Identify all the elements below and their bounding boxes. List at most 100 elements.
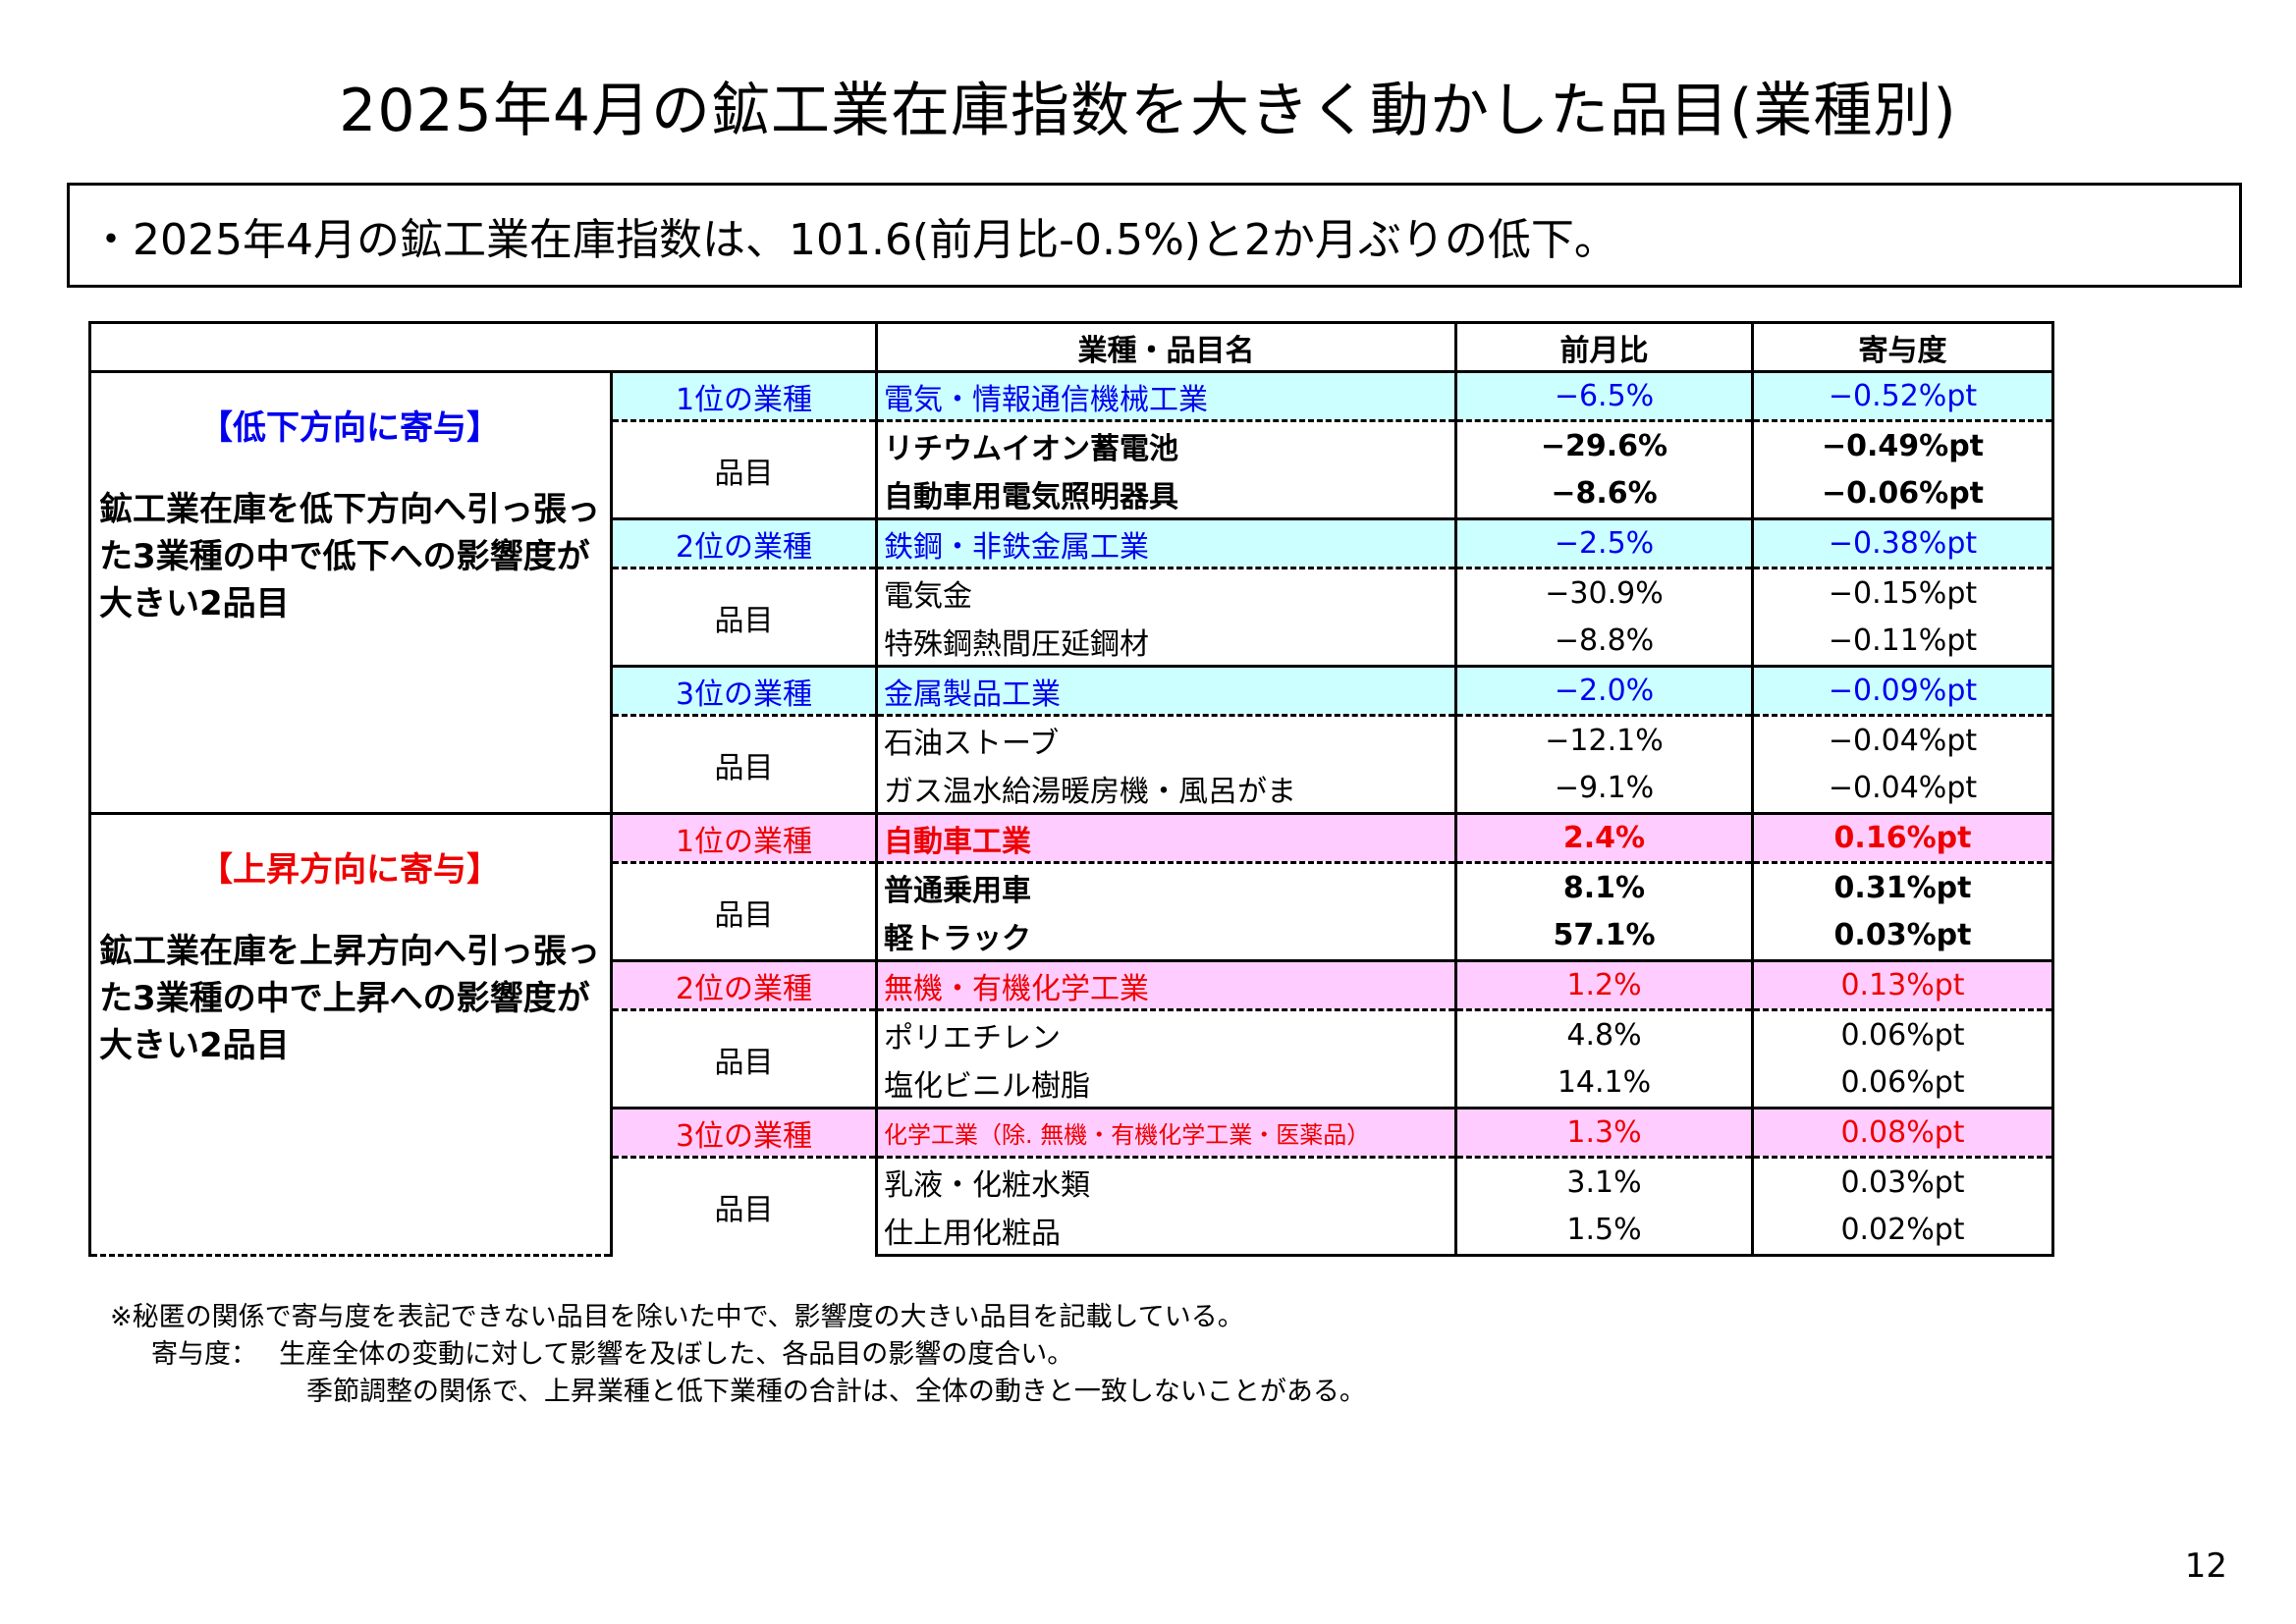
down-heading: 【低下方向に寄与】 bbox=[199, 408, 500, 448]
item-label: 品目 bbox=[610, 568, 878, 667]
down-industry-row-2: 2位の業種 鉄鋼・非鉄金属工業 −2.5% −0.38%pt bbox=[90, 517, 2054, 569]
item-row: 品目 リチウムイオン蓄電池 −29.6% −0.49%pt bbox=[90, 420, 2054, 519]
item-contribution: 0.06%pt bbox=[1751, 1009, 2054, 1059]
up-industry-row-1: 【上昇方向に寄与】 鉱工業在庫を上昇方向へ引っ張った3業種の中で上昇への影響度が… bbox=[88, 812, 2054, 1257]
down-industry-row-3: 3位の業種 金属製品工業 −2.0% −0.09%pt bbox=[90, 665, 2054, 717]
item-contribution: −0.49%pt bbox=[1751, 420, 2054, 470]
header-contribution: 寄与度 bbox=[1751, 321, 2054, 373]
item-contribution: −0.04%pt bbox=[1751, 715, 2054, 765]
industry-contribution: −0.09%pt bbox=[1751, 665, 2054, 717]
industry-name: 電気・情報通信機械工業 bbox=[875, 370, 1457, 422]
item-row: 品目 石油ストーブ −12.1% −0.04%pt bbox=[90, 715, 2054, 814]
item-name: 自動車用電気照明器具 bbox=[875, 469, 1457, 520]
summary-text: ・2025年4月の鉱工業在庫指数は、101.6(前月比-0.5%)と2か月ぶりの… bbox=[89, 214, 1617, 265]
item-mom: −30.9% bbox=[1454, 568, 1754, 618]
down-description: 鉱工業在庫を低下方向へ引っ張った3業種の中で低下への影響度が大きい2品目 bbox=[99, 490, 600, 623]
item-name: リチウムイオン蓄電池 bbox=[875, 420, 1457, 470]
item-row: ガス温水給湯暖房機・風呂がま −9.1% −0.04%pt bbox=[90, 764, 2054, 815]
industry-name: 自動車工業 bbox=[875, 812, 1457, 864]
down-section-label: 【低下方向に寄与】 鉱工業在庫を低下方向へ引っ張った3業種の中で低下への影響度が… bbox=[88, 370, 613, 815]
industry-rank: 3位の業種 bbox=[610, 665, 878, 717]
industry-contribution: −0.52%pt bbox=[1751, 370, 2054, 422]
item-mom: −29.6% bbox=[1454, 420, 1754, 470]
header-mom: 前月比 bbox=[1454, 321, 1754, 373]
industry-rank: 2位の業種 bbox=[610, 517, 878, 569]
page-title: 2025年4月の鉱工業在庫指数を大きく動かした品目(業種別) bbox=[339, 77, 1957, 145]
industry-rank: 2位の業種 bbox=[610, 959, 878, 1011]
item-label: 品目 bbox=[610, 862, 878, 961]
item-mom: 14.1% bbox=[1454, 1058, 1754, 1110]
item-row: 品目 電気金 −30.9% −0.15%pt bbox=[90, 568, 2054, 667]
item-name: 軽トラック bbox=[875, 911, 1457, 962]
item-name: 塩化ビニル樹脂 bbox=[875, 1058, 1457, 1110]
industry-mom: −2.5% bbox=[1454, 517, 1754, 569]
item-row: 品目 乳液・化粧水類 3.1% 0.03%pt bbox=[90, 1157, 2054, 1256]
item-name: 仕上用化粧品 bbox=[875, 1206, 1457, 1257]
industry-mom: −2.0% bbox=[1454, 665, 1754, 717]
industry-name: 金属製品工業 bbox=[875, 665, 1457, 717]
header-blank-cell bbox=[88, 321, 878, 373]
item-row: 品目 普通乗用車 8.1% 0.31%pt bbox=[90, 862, 2054, 961]
industry-rank: 1位の業種 bbox=[610, 812, 878, 864]
item-mom: 3.1% bbox=[1454, 1157, 1754, 1207]
item-mom: 57.1% bbox=[1454, 911, 1754, 962]
industry-mom: 1.3% bbox=[1454, 1107, 1754, 1159]
item-row: 自動車用電気照明器具 −8.6% −0.06%pt bbox=[90, 469, 2054, 520]
item-name: ガス温水給湯暖房機・風呂がま bbox=[875, 764, 1457, 815]
page-number: 12 bbox=[2184, 1546, 2227, 1586]
item-mom: −9.1% bbox=[1454, 764, 1754, 815]
item-contribution: 0.03%pt bbox=[1751, 911, 2054, 962]
item-contribution: −0.11%pt bbox=[1751, 617, 2054, 668]
industry-mom: 2.4% bbox=[1454, 812, 1754, 864]
down-industry-row-1: 【低下方向に寄与】 鉱工業在庫を低下方向へ引っ張った3業種の中で低下への影響度が… bbox=[88, 370, 2054, 815]
footnote-line: 季節調整の関係で、上昇業種と低下業種の合計は、全体の動きと一致しないことがある。 bbox=[306, 1377, 1366, 1407]
ranking-table: 業種・品目名 前月比 寄与度 【低下方向に寄与】 鉱工業在庫を低下方向へ引っ張っ… bbox=[88, 321, 2054, 1257]
item-name: ポリエチレン bbox=[875, 1009, 1457, 1059]
header-name: 業種・品目名 bbox=[875, 321, 1457, 373]
item-contribution: −0.06%pt bbox=[1751, 469, 2054, 520]
summary-box: ・2025年4月の鉱工業在庫指数は、101.6(前月比-0.5%)と2か月ぶりの… bbox=[67, 183, 2242, 288]
industry-name: 化学工業（除. 無機・有機化学工業・医薬品） bbox=[875, 1107, 1457, 1159]
footnote-line: 寄与度： 生産全体の変動に対して影響を及ぼした、各品目の影響の度合い。 bbox=[151, 1339, 1074, 1370]
industry-name: 無機・有機化学工業 bbox=[875, 959, 1457, 1011]
item-name: 特殊鋼熱間圧延鋼材 bbox=[875, 617, 1457, 668]
up-industry-row-3: 3位の業種 化学工業（除. 無機・有機化学工業・医薬品） 1.3% 0.08%p… bbox=[90, 1107, 2054, 1159]
industry-contribution: −0.38%pt bbox=[1751, 517, 2054, 569]
item-mom: −8.8% bbox=[1454, 617, 1754, 668]
item-contribution: 0.06%pt bbox=[1751, 1058, 2054, 1110]
item-contribution: 0.31%pt bbox=[1751, 862, 2054, 912]
industry-contribution: 0.16%pt bbox=[1751, 812, 2054, 864]
item-mom: 8.1% bbox=[1454, 862, 1754, 912]
up-description: 鉱工業在庫を上昇方向へ引っ張った3業種の中で上昇への影響度が大きい2品目 bbox=[99, 932, 600, 1065]
item-mom: −8.6% bbox=[1454, 469, 1754, 520]
item-mom: −12.1% bbox=[1454, 715, 1754, 765]
footnote-line: ※秘匿の関係で寄与度を表記できない品目を除いた中で、影響度の大きい品目を記載して… bbox=[110, 1302, 1244, 1332]
item-label: 品目 bbox=[610, 715, 878, 814]
item-mom: 4.8% bbox=[1454, 1009, 1754, 1059]
table-header-row: 業種・品目名 前月比 寄与度 bbox=[88, 321, 2054, 373]
item-contribution: −0.15%pt bbox=[1751, 568, 2054, 618]
item-label: 品目 bbox=[610, 420, 878, 519]
item-contribution: 0.02%pt bbox=[1751, 1206, 2054, 1257]
item-row: 特殊鋼熱間圧延鋼材 −8.8% −0.11%pt bbox=[90, 617, 2054, 668]
item-name: 普通乗用車 bbox=[875, 862, 1457, 912]
up-industry-row-2: 2位の業種 無機・有機化学工業 1.2% 0.13%pt bbox=[90, 959, 2054, 1011]
item-mom: 1.5% bbox=[1454, 1206, 1754, 1257]
item-row: 塩化ビニル樹脂 14.1% 0.06%pt bbox=[90, 1058, 2054, 1110]
industry-rank: 1位の業種 bbox=[610, 370, 878, 422]
footnotes: ※秘匿の関係で寄与度を表記できない品目を除いた中で、影響度の大きい品目を記載して… bbox=[110, 1299, 1366, 1411]
item-label: 品目 bbox=[610, 1009, 878, 1109]
item-name: 石油ストーブ bbox=[875, 715, 1457, 765]
item-contribution: 0.03%pt bbox=[1751, 1157, 2054, 1207]
item-row: 仕上用化粧品 1.5% 0.02%pt bbox=[90, 1206, 2054, 1257]
up-heading: 【上昇方向に寄与】 bbox=[199, 850, 500, 890]
industry-contribution: 0.08%pt bbox=[1751, 1107, 2054, 1159]
item-row: 品目 ポリエチレン 4.8% 0.06%pt bbox=[90, 1009, 2054, 1109]
industry-mom: −6.5% bbox=[1454, 370, 1754, 422]
up-section-label: 【上昇方向に寄与】 鉱工業在庫を上昇方向へ引っ張った3業種の中で上昇への影響度が… bbox=[88, 812, 613, 1257]
item-contribution: −0.04%pt bbox=[1751, 764, 2054, 815]
industry-contribution: 0.13%pt bbox=[1751, 959, 2054, 1011]
industry-rank: 3位の業種 bbox=[610, 1107, 878, 1159]
item-row: 軽トラック 57.1% 0.03%pt bbox=[90, 911, 2054, 962]
industry-name: 鉄鋼・非鉄金属工業 bbox=[875, 517, 1457, 569]
